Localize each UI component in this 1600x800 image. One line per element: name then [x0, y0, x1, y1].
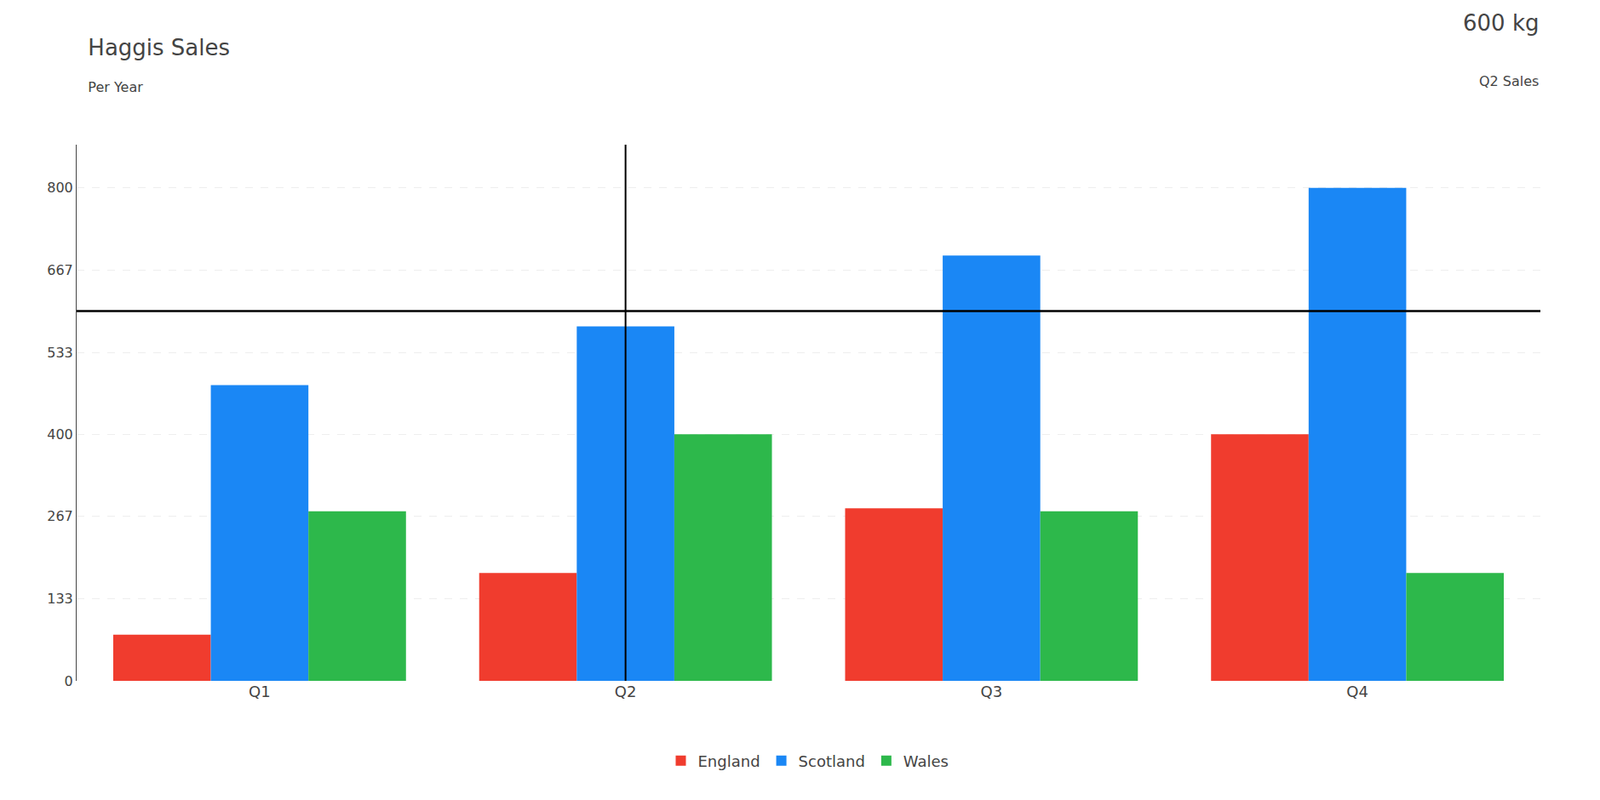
svg-text:Q2: Q2 — [614, 682, 637, 701]
svg-text:Q2 Sales: Q2 Sales — [1479, 73, 1539, 90]
svg-text:Per Year: Per Year — [87, 79, 144, 96]
svg-text:133: 133 — [46, 590, 74, 608]
svg-text:267: 267 — [46, 508, 74, 525]
svg-text:Q3: Q3 — [980, 682, 1004, 701]
svg-text:800: 800 — [46, 179, 74, 196]
svg-text:England: England — [698, 752, 761, 771]
svg-text:533: 533 — [46, 344, 74, 362]
svg-text:667: 667 — [46, 262, 74, 279]
svg-text:Q1: Q1 — [248, 682, 271, 701]
svg-text:Wales: Wales — [903, 752, 949, 771]
svg-text:Q4: Q4 — [1346, 682, 1369, 701]
svg-text:0: 0 — [64, 673, 74, 690]
svg-text:Scotland: Scotland — [798, 752, 866, 771]
svg-text:400: 400 — [46, 426, 74, 443]
svg-text:Haggis Sales: Haggis Sales — [87, 34, 230, 61]
svg-text:600 kg: 600 kg — [1462, 10, 1539, 36]
